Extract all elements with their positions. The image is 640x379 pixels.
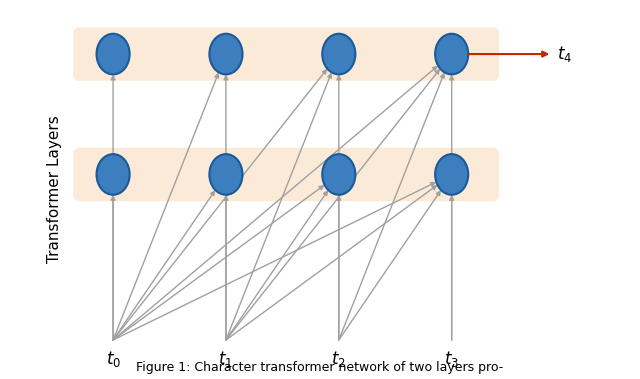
FancyArrowPatch shape xyxy=(113,67,437,340)
Text: Transformer Layers: Transformer Layers xyxy=(47,116,62,263)
FancyArrowPatch shape xyxy=(337,196,340,340)
Text: $t_0$: $t_0$ xyxy=(106,349,121,369)
FancyArrowPatch shape xyxy=(226,186,436,340)
Ellipse shape xyxy=(435,154,468,195)
Ellipse shape xyxy=(323,34,355,74)
Ellipse shape xyxy=(209,154,243,195)
FancyArrowPatch shape xyxy=(468,52,547,56)
Ellipse shape xyxy=(97,34,130,74)
Text: $t_4$: $t_4$ xyxy=(557,44,572,64)
FancyArrowPatch shape xyxy=(111,196,115,340)
FancyArrowPatch shape xyxy=(113,74,218,340)
Ellipse shape xyxy=(209,34,243,74)
FancyArrowPatch shape xyxy=(224,76,228,340)
FancyArrowPatch shape xyxy=(450,196,454,340)
FancyBboxPatch shape xyxy=(73,27,499,81)
FancyArrowPatch shape xyxy=(113,183,435,340)
Text: Figure 1: Character transformer network of two layers pro-: Figure 1: Character transformer network … xyxy=(136,361,504,374)
FancyArrowPatch shape xyxy=(113,70,326,340)
FancyArrowPatch shape xyxy=(224,196,228,340)
Text: $t_1$: $t_1$ xyxy=(218,349,234,369)
FancyArrowPatch shape xyxy=(111,76,115,340)
Text: $t_3$: $t_3$ xyxy=(444,349,459,369)
FancyArrowPatch shape xyxy=(226,191,327,340)
FancyArrowPatch shape xyxy=(113,186,323,340)
FancyArrowPatch shape xyxy=(450,76,454,340)
Text: $t_2$: $t_2$ xyxy=(332,349,346,369)
FancyArrowPatch shape xyxy=(113,191,214,340)
Ellipse shape xyxy=(435,34,468,74)
FancyArrowPatch shape xyxy=(226,70,439,340)
FancyArrowPatch shape xyxy=(337,76,340,340)
Ellipse shape xyxy=(323,154,355,195)
FancyArrowPatch shape xyxy=(339,74,444,340)
FancyArrowPatch shape xyxy=(339,191,440,340)
FancyArrowPatch shape xyxy=(226,74,332,340)
Ellipse shape xyxy=(97,154,130,195)
FancyBboxPatch shape xyxy=(73,148,499,201)
